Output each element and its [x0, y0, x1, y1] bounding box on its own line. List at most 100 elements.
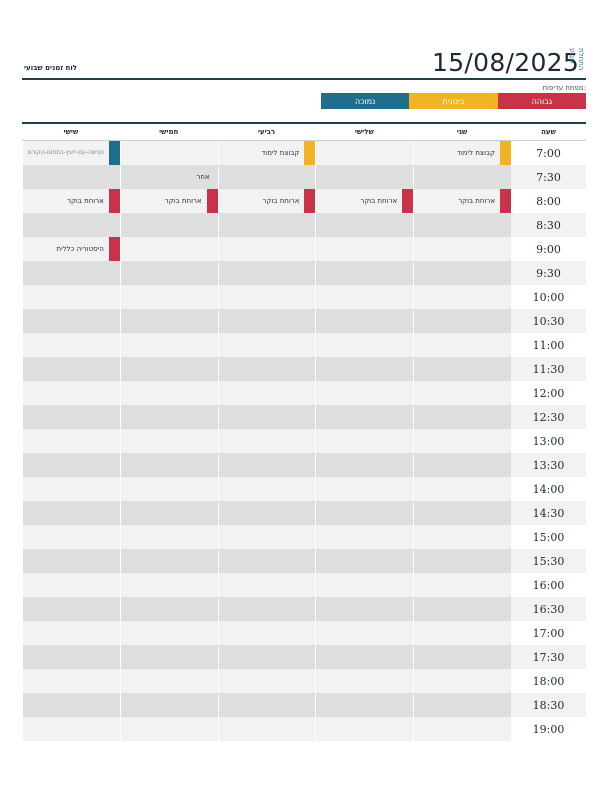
event-entry[interactable]: אחר	[121, 165, 218, 189]
schedule-cell[interactable]	[315, 717, 414, 741]
schedule-cell[interactable]	[119, 717, 218, 741]
schedule-cell[interactable]	[413, 645, 511, 669]
schedule-cell[interactable]	[217, 333, 316, 357]
schedule-cell[interactable]	[217, 501, 316, 525]
schedule-cell[interactable]	[217, 261, 316, 285]
schedule-cell[interactable]	[413, 405, 511, 429]
schedule-cell[interactable]	[315, 525, 414, 549]
schedule-cell[interactable]	[217, 357, 316, 381]
schedule-cell[interactable]	[315, 237, 414, 261]
schedule-cell[interactable]	[315, 357, 414, 381]
schedule-cell[interactable]	[119, 381, 218, 405]
schedule-cell[interactable]	[119, 333, 218, 357]
schedule-cell[interactable]: ארוחת בוקר	[217, 189, 316, 213]
schedule-cell[interactable]	[119, 645, 218, 669]
schedule-cell[interactable]	[315, 333, 414, 357]
schedule-cell[interactable]	[413, 549, 511, 573]
schedule-cell[interactable]	[22, 381, 120, 405]
schedule-cell[interactable]	[217, 429, 316, 453]
schedule-cell[interactable]	[22, 405, 120, 429]
schedule-cell[interactable]	[22, 165, 120, 189]
schedule-cell[interactable]	[217, 453, 316, 477]
schedule-cell[interactable]	[315, 141, 414, 165]
event-entry[interactable]: קבוצת לימוד	[414, 141, 511, 165]
schedule-cell[interactable]	[217, 549, 316, 573]
schedule-cell[interactable]	[315, 309, 414, 333]
schedule-cell[interactable]	[413, 237, 511, 261]
schedule-cell[interactable]	[22, 477, 120, 501]
schedule-cell[interactable]	[315, 645, 414, 669]
schedule-cell[interactable]	[22, 573, 120, 597]
schedule-cell[interactable]	[315, 381, 414, 405]
schedule-cell[interactable]	[22, 597, 120, 621]
schedule-cell[interactable]	[315, 693, 414, 717]
schedule-cell[interactable]	[315, 549, 414, 573]
schedule-cell[interactable]	[413, 381, 511, 405]
schedule-cell[interactable]	[119, 309, 218, 333]
schedule-cell[interactable]	[119, 237, 218, 261]
schedule-cell[interactable]	[119, 357, 218, 381]
schedule-cell[interactable]	[315, 405, 414, 429]
schedule-cell[interactable]	[119, 525, 218, 549]
schedule-cell[interactable]	[217, 165, 316, 189]
schedule-cell[interactable]	[413, 477, 511, 501]
schedule-cell[interactable]: ארוחת בוקר	[413, 189, 511, 213]
schedule-cell[interactable]: פגישה-עם-יועץ-בתחום-הקורס	[22, 141, 120, 165]
schedule-cell[interactable]	[119, 693, 218, 717]
schedule-cell[interactable]	[22, 429, 120, 453]
schedule-cell[interactable]	[22, 309, 120, 333]
event-entry[interactable]: ארוחת בוקר	[121, 189, 218, 213]
schedule-cell[interactable]	[413, 501, 511, 525]
event-entry[interactable]: ארוחת בוקר	[414, 189, 511, 213]
schedule-cell[interactable]	[315, 453, 414, 477]
schedule-cell[interactable]	[217, 285, 316, 309]
schedule-cell[interactable]: היסטוריה כללית	[22, 237, 120, 261]
schedule-cell[interactable]	[119, 141, 218, 165]
schedule-cell[interactable]	[413, 525, 511, 549]
schedule-cell[interactable]: קבוצת לימוד	[217, 141, 316, 165]
schedule-cell[interactable]	[119, 597, 218, 621]
schedule-cell[interactable]	[217, 573, 316, 597]
schedule-cell[interactable]	[315, 501, 414, 525]
schedule-cell[interactable]: ארוחת בוקר	[315, 189, 414, 213]
schedule-cell[interactable]	[217, 717, 316, 741]
schedule-cell[interactable]	[217, 693, 316, 717]
schedule-cell[interactable]	[217, 597, 316, 621]
schedule-cell[interactable]: ארוחת בוקר	[119, 189, 218, 213]
schedule-cell[interactable]	[413, 165, 511, 189]
schedule-cell[interactable]	[119, 213, 218, 237]
schedule-cell[interactable]	[217, 381, 316, 405]
schedule-cell[interactable]	[119, 669, 218, 693]
schedule-cell[interactable]	[119, 549, 218, 573]
schedule-cell[interactable]	[315, 669, 414, 693]
event-entry[interactable]: ארוחת בוקר	[23, 189, 120, 213]
schedule-cell[interactable]	[217, 477, 316, 501]
schedule-cell[interactable]: ארוחת בוקר	[22, 189, 120, 213]
schedule-cell[interactable]	[413, 621, 511, 645]
event-entry[interactable]: פגישה-עם-יועץ-בתחום-הקורס	[23, 141, 120, 165]
schedule-cell[interactable]	[413, 309, 511, 333]
event-entry[interactable]: קבוצת לימוד	[219, 141, 316, 165]
schedule-cell[interactable]	[22, 621, 120, 645]
schedule-cell[interactable]: אחר	[119, 165, 218, 189]
event-entry[interactable]: היסטוריה כללית	[23, 237, 120, 261]
schedule-cell[interactable]	[413, 693, 511, 717]
schedule-cell[interactable]	[217, 645, 316, 669]
schedule-cell[interactable]	[217, 405, 316, 429]
schedule-cell[interactable]	[22, 285, 120, 309]
schedule-cell[interactable]	[413, 669, 511, 693]
schedule-cell[interactable]	[315, 165, 414, 189]
schedule-cell[interactable]	[413, 573, 511, 597]
schedule-cell[interactable]	[217, 237, 316, 261]
schedule-cell[interactable]	[217, 309, 316, 333]
schedule-cell[interactable]	[315, 597, 414, 621]
schedule-cell[interactable]	[22, 213, 120, 237]
schedule-cell[interactable]	[315, 261, 414, 285]
schedule-cell[interactable]	[119, 477, 218, 501]
schedule-cell[interactable]	[22, 669, 120, 693]
schedule-cell[interactable]	[413, 717, 511, 741]
schedule-cell[interactable]	[315, 477, 414, 501]
schedule-cell[interactable]	[22, 693, 120, 717]
schedule-cell[interactable]	[22, 333, 120, 357]
schedule-cell[interactable]	[217, 621, 316, 645]
